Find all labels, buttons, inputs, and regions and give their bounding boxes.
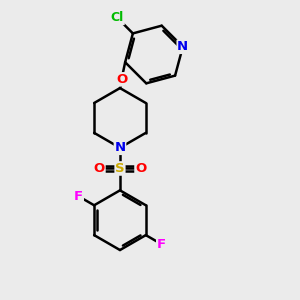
Text: O: O	[135, 162, 146, 175]
Text: O: O	[116, 73, 128, 86]
Text: S: S	[115, 162, 125, 175]
Text: N: N	[177, 40, 188, 53]
Text: F: F	[74, 190, 83, 203]
Text: Cl: Cl	[111, 11, 124, 24]
Text: N: N	[114, 141, 125, 154]
Text: O: O	[94, 162, 105, 175]
Text: F: F	[157, 238, 166, 250]
